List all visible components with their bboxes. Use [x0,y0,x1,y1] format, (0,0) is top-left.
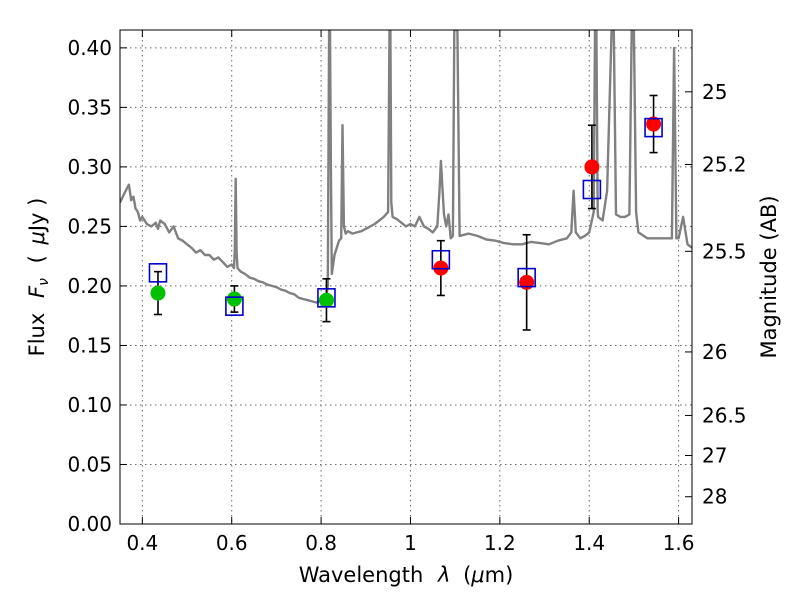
model-point [225,296,244,316]
y-axis-label-symbol-sub: ν [36,278,52,286]
y-axis-label-main: Flux [25,313,49,357]
x-axis-label-unit-suffix: m) [485,563,514,587]
y-axis-label-unit-prefix: ( [25,255,49,263]
x-axis-label-main: Wavelength [299,563,424,587]
data-point [646,116,662,132]
x-axis-label-unit-mu: μ [470,563,484,587]
y2-tick-label: 26.5 [702,403,747,427]
x-axis-label-unit-prefix: ( [463,563,471,587]
model-point [582,179,602,200]
y-tick-label: 0.15 [67,333,112,357]
model-point [431,249,451,270]
y-tick-label: 0.20 [67,274,112,298]
x-tick-label: 1 [404,531,417,555]
data-point [519,274,535,290]
y-axis-label: Flux Fν ( μJy ) [25,198,53,357]
grid [120,30,692,525]
model-point [517,267,536,288]
spectrum-line [120,30,692,304]
y-tick-label: 0.00 [67,512,112,536]
y2-tick-label: 25.2 [702,153,747,177]
x-tick-label: 0.4 [126,531,158,555]
data-point [318,292,334,308]
plot-frame [119,29,693,525]
y-axis-label-unit-mu: μ [25,231,49,245]
model-point [317,288,336,308]
x-tick-label: 0.8 [305,531,337,555]
y-tick-label: 0.10 [67,393,112,417]
y-tick-label: 0.30 [67,155,112,179]
x-tick-label: 1.2 [484,531,516,555]
y2-tick-label: 25 [702,80,727,104]
y-axis-label-unit-suffix: Jy ) [25,198,49,234]
y-tick-label: 0.40 [67,36,112,60]
data-markers [148,94,663,331]
y-tick-label: 0.35 [67,95,112,119]
y-axis-label-symbol: F [25,285,49,298]
y-tick-label: 0.05 [67,452,112,476]
y2-axis-label: Magnitude (AB) [757,195,781,358]
data-point [150,285,166,301]
x-tick-label: 0.6 [216,531,248,555]
x-axis-label-symbol: λ [437,563,450,587]
y2-tick-label: 27 [702,444,727,468]
axis-ticks: 0.4 0.6 0.8 1 1.2 1.4 1.6 0.00 0.05 0.10 0.15 0.20 0… [67,30,747,555]
x-tick-label: 1.6 [663,531,695,555]
y2-tick-label: 26 [702,340,727,364]
x-tick-label: 1.4 [573,531,605,555]
y2-tick-label: 25.5 [702,239,747,263]
model-point [148,263,168,283]
y-tick-label: 0.25 [67,214,112,238]
x-axis-label: Wavelength λ (μm) [299,563,514,587]
data-point [226,291,242,307]
plot-background [120,30,692,524]
data-point [584,159,600,175]
model-point [644,117,663,138]
y2-tick-label: 28 [702,485,727,509]
